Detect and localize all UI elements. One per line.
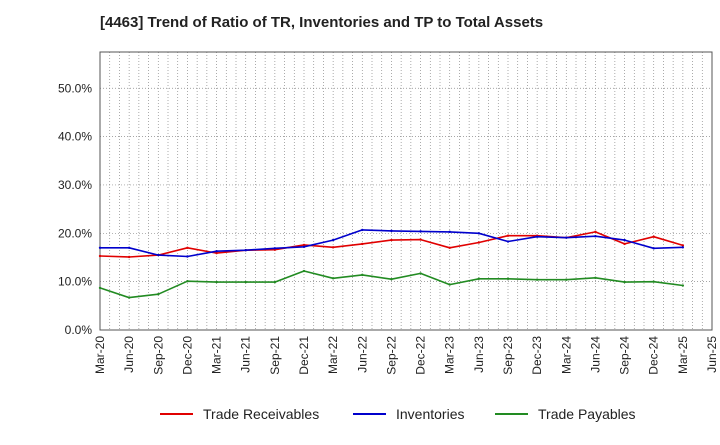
x-tick-label: Mar-25 <box>676 336 690 374</box>
data-point <box>594 230 597 234</box>
data-point <box>623 280 626 284</box>
data-point <box>215 251 218 255</box>
data-point <box>186 246 189 250</box>
plot-border <box>99 51 713 331</box>
data-point <box>331 277 335 280</box>
x-tick-label: Mar-23 <box>443 336 457 374</box>
data-point <box>127 246 131 250</box>
x-tick-label: Dec-23 <box>530 336 544 375</box>
plot-area <box>100 52 712 330</box>
x-tick-label: Sep-20 <box>151 336 165 375</box>
data-point <box>331 238 335 242</box>
x-tick-label: Sep-22 <box>384 336 398 375</box>
x-tick-label: Mar-21 <box>210 336 224 374</box>
data-point <box>681 284 685 287</box>
data-point <box>419 272 422 275</box>
x-tick-label: Jun-21 <box>239 336 253 373</box>
data-point <box>331 246 335 249</box>
x-tick-label: Jun-23 <box>472 336 486 373</box>
data-point <box>623 242 626 246</box>
data-point <box>477 232 481 235</box>
x-tick-label: Mar-20 <box>93 336 107 374</box>
data-point <box>594 235 597 238</box>
data-point <box>419 238 422 241</box>
data-point <box>273 280 277 284</box>
x-tick-label: Mar-22 <box>326 336 340 374</box>
legend-label: Inventories <box>396 406 464 422</box>
x-tick-label: Sep-21 <box>268 336 282 375</box>
data-point <box>361 242 364 246</box>
data-point <box>244 280 247 284</box>
legend-label: Trade Receivables <box>203 406 319 422</box>
data-point <box>302 269 306 273</box>
x-tick-label: Jun-20 <box>122 336 136 373</box>
data-point <box>390 238 393 242</box>
data-point <box>390 278 393 281</box>
data-point <box>477 241 481 244</box>
y-tick-label: 20.0% <box>58 226 92 240</box>
data-point <box>273 247 277 250</box>
data-point <box>652 280 655 283</box>
data-point <box>506 240 510 243</box>
data-point <box>302 245 306 249</box>
y-tick-label: 50.0% <box>58 81 92 95</box>
data-point <box>448 230 451 234</box>
y-tick-label: 30.0% <box>58 178 92 192</box>
data-point <box>98 286 102 290</box>
data-point <box>127 255 131 259</box>
data-point <box>681 244 685 247</box>
data-point <box>506 277 510 280</box>
data-point <box>652 235 655 238</box>
data-point <box>419 230 422 233</box>
data-point <box>215 249 218 253</box>
data-point <box>565 278 568 281</box>
data-point <box>594 276 597 279</box>
data-point <box>302 243 306 247</box>
data-point <box>127 296 131 299</box>
data-point <box>390 229 393 233</box>
data-point <box>98 254 102 258</box>
x-tick-label: Dec-21 <box>297 336 311 375</box>
data-point <box>681 246 685 249</box>
x-tick-label: Jun-22 <box>355 336 369 373</box>
data-point <box>623 238 626 242</box>
x-tick-label: Sep-23 <box>501 336 515 375</box>
data-point <box>535 278 539 281</box>
data-point <box>535 235 539 238</box>
data-point <box>98 246 102 250</box>
x-tick-label: Sep-24 <box>618 336 632 375</box>
y-tick-label: 40.0% <box>58 130 92 144</box>
x-tick-label: Jun-25 <box>705 336 719 373</box>
data-point <box>157 293 160 296</box>
x-tick-label: Dec-20 <box>180 336 194 375</box>
data-point <box>361 228 364 232</box>
data-point <box>361 273 364 277</box>
data-point <box>244 249 247 252</box>
data-point <box>215 280 218 284</box>
x-tick-label: Dec-24 <box>647 336 661 375</box>
chart-title: [4463] Trend of Ratio of TR, Inventories… <box>100 14 544 31</box>
x-tick-label: Mar-24 <box>559 336 573 374</box>
x-tick-label: Dec-22 <box>414 336 428 375</box>
data-point <box>186 255 189 258</box>
data-point <box>448 246 451 250</box>
legend-label: Trade Payables <box>538 406 636 422</box>
data-point <box>506 234 510 237</box>
y-tick-label: 0.0% <box>65 323 93 337</box>
y-tick-label: 10.0% <box>58 275 92 289</box>
data-point <box>186 279 189 283</box>
data-point <box>448 283 451 286</box>
x-tick-label: Jun-24 <box>588 336 602 373</box>
data-point <box>477 277 481 280</box>
data-point <box>652 247 655 250</box>
data-point <box>565 236 568 239</box>
data-point <box>157 253 160 257</box>
